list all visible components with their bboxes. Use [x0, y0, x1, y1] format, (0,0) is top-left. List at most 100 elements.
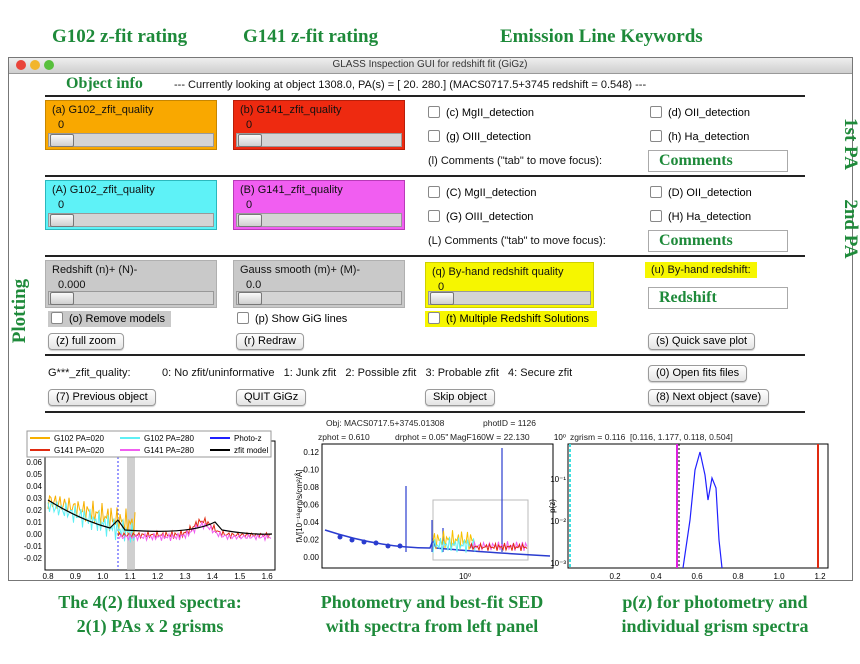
slider-thumb[interactable]	[238, 214, 262, 227]
smooth-panel: Gauss smooth (m)+ (M)- 0.0	[233, 260, 405, 308]
y-axis-label: p(z)	[548, 499, 557, 513]
redshift-panel: Redshift (n)+ (N)- 0.000	[45, 260, 217, 308]
checkbox-box[interactable]	[428, 312, 440, 324]
checkbox-box[interactable]	[428, 186, 440, 198]
checkbox[interactable]: (g) OIII_detection	[428, 129, 531, 145]
button[interactable]: Skip object	[425, 389, 495, 406]
photometry-point	[361, 539, 367, 545]
quality-panel: (q) By-hand redshift quality 0	[425, 262, 594, 308]
quality-panel: (b) G141_zfit_quality 0	[233, 100, 405, 150]
annotation: Emission Line Keywords	[500, 26, 703, 47]
slider-track[interactable]	[428, 291, 591, 305]
checkbox-box[interactable]	[428, 210, 440, 222]
checkbox-box[interactable]	[650, 106, 662, 118]
button[interactable]: QUIT GiGz	[236, 389, 307, 406]
button[interactable]: (r) Redraw	[236, 333, 304, 350]
slider-thumb[interactable]	[238, 134, 262, 147]
plot-frame	[44, 440, 276, 571]
checkbox[interactable]: (t) Multiple Redshift Solutions	[425, 311, 598, 327]
checkbox[interactable]: (c) MgII_detection	[428, 105, 534, 121]
spectrum	[117, 516, 272, 540]
checkbox-label: (h) Ha_detection	[668, 131, 750, 143]
y-tick-label: 0.06	[303, 501, 319, 510]
checkbox[interactable]: (d) OII_detection	[650, 105, 750, 121]
button[interactable]: (z) full zoom	[48, 333, 124, 350]
checkbox[interactable]: (C) MgII_detection	[428, 185, 536, 201]
x-tick-label: 1.4	[207, 572, 219, 581]
panel-value: 0	[246, 199, 253, 211]
photometry-point	[349, 537, 355, 543]
photometry-point	[397, 543, 403, 549]
checkbox[interactable]: (p) Show GiG lines	[237, 311, 347, 327]
panel-label: (A) G102_zfit_quality	[52, 184, 155, 196]
slider-thumb[interactable]	[50, 134, 74, 147]
comments-field[interactable]: Comments	[648, 150, 788, 172]
photometry-point	[337, 534, 343, 540]
checkbox-box[interactable]	[650, 210, 662, 222]
plot-header: Obj: MACS0717.5+3745.01308	[326, 418, 445, 428]
slider-track[interactable]	[48, 133, 214, 147]
slider-track[interactable]	[236, 213, 402, 227]
checkbox[interactable]: (h) Ha_detection	[650, 129, 749, 145]
checkbox-label: (g) OIII_detection	[446, 131, 531, 143]
x-tick-label: 1.2	[152, 572, 164, 581]
slider-track[interactable]	[236, 291, 402, 305]
checkbox-box[interactable]	[428, 130, 440, 142]
button[interactable]: (0) Open fits files	[648, 365, 748, 382]
quality-legend: 0: No zfit/uninformative 1: Junk zfit 2:…	[162, 367, 573, 379]
masked-region	[127, 441, 135, 570]
slider-track[interactable]	[48, 213, 214, 227]
legend-label: G141 PA=280	[144, 446, 194, 455]
slider-track[interactable]	[48, 291, 214, 305]
redshift-field[interactable]: Redshift	[648, 287, 788, 309]
plot-header: [0.116, 1.177, 0.118, 0.504]	[630, 432, 733, 442]
x-tick-label: 10⁰	[459, 572, 471, 581]
panel-value: 0	[246, 119, 253, 131]
y-tick-label: 0.03	[26, 494, 42, 503]
slider-thumb[interactable]	[50, 214, 74, 227]
zoom-box	[432, 499, 529, 561]
y-tick-label: 0.04	[303, 518, 319, 527]
separator	[45, 175, 805, 177]
checkbox[interactable]: (D) OII_detection	[650, 185, 752, 201]
x-tick-label: 0.2	[609, 572, 621, 581]
x-tick-label: 1.3	[179, 572, 191, 581]
button[interactable]: (7) Previous object	[48, 389, 156, 406]
pz-curve	[682, 451, 723, 569]
button[interactable]: (8) Next object (save)	[648, 389, 770, 406]
checkbox-box[interactable]	[237, 312, 249, 324]
x-tick-label: 0.8	[42, 572, 54, 581]
x-tick-label: 1.6	[262, 572, 274, 581]
panel-value: 0	[58, 199, 65, 211]
checkbox[interactable]: (H) Ha_detection	[650, 209, 751, 225]
checkbox-box[interactable]	[650, 186, 662, 198]
checkbox[interactable]: (o) Remove models	[48, 311, 171, 327]
legend-label: G102 PA=020	[54, 434, 104, 443]
byhand-label: (u) By-hand redshift:	[645, 262, 757, 278]
zoom-button[interactable]	[44, 60, 54, 70]
checkbox-box[interactable]	[650, 130, 662, 142]
close-button[interactable]	[16, 60, 26, 70]
checkbox-box[interactable]	[51, 312, 63, 324]
separator	[45, 255, 805, 257]
plot-frame	[321, 443, 554, 569]
caption: 2(1) PAs x 2 grisms	[76, 616, 224, 636]
checkbox-box[interactable]	[428, 106, 440, 118]
panel-label: (b) G141_zfit_quality	[240, 104, 342, 116]
slider-thumb[interactable]	[50, 292, 74, 305]
button[interactable]: (s) Quick save plot	[648, 333, 756, 350]
separator	[45, 411, 805, 413]
comments-label: (L) Comments ("tab" to move focus):	[428, 235, 606, 247]
legend	[26, 430, 272, 458]
plot-frame	[567, 443, 829, 569]
spectrum	[47, 494, 136, 538]
comments-field[interactable]: Comments	[648, 230, 788, 252]
panel-value: 0	[438, 281, 445, 293]
slider-track[interactable]	[236, 133, 402, 147]
minimize-button[interactable]	[30, 60, 40, 70]
panel-label: Gauss smooth (m)+ (M)-	[240, 264, 361, 276]
slider-thumb[interactable]	[238, 292, 262, 305]
slider-thumb[interactable]	[430, 292, 454, 305]
checkbox[interactable]: (G) OIII_detection	[428, 209, 533, 225]
panel-value: 0.0	[246, 279, 262, 291]
